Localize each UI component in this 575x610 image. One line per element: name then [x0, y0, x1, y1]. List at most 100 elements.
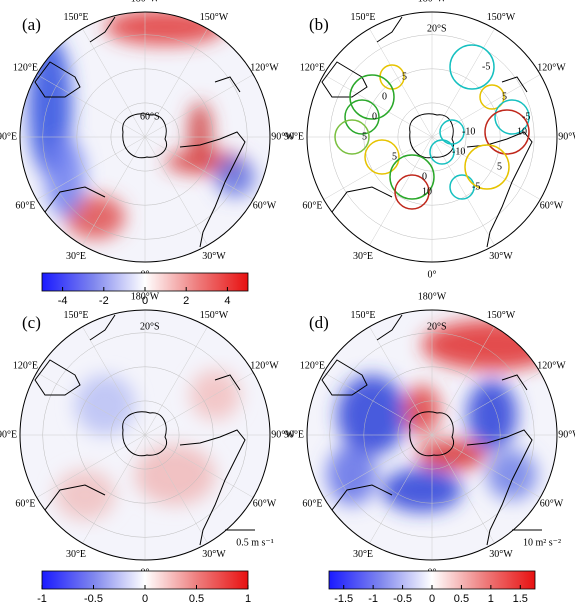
- meridian: [431, 434, 541, 498]
- longitude-label: 30°E: [66, 549, 86, 560]
- contour-line: [449, 44, 495, 90]
- map-border: [306, 11, 558, 263]
- meridian: [369, 434, 433, 544]
- meridian: [82, 28, 146, 138]
- anomaly-blob: [487, 450, 537, 500]
- longitude-label: 120°E: [300, 360, 325, 371]
- longitude-label: 90°W: [558, 131, 575, 142]
- coastline: [89, 16, 116, 43]
- longitude-label: 120°E: [300, 62, 325, 73]
- meridian: [369, 28, 433, 138]
- coastline: [122, 411, 167, 457]
- contour-label: 5: [362, 131, 367, 142]
- colorbar-tick-label: -2: [99, 295, 109, 307]
- contour-line: [429, 139, 455, 165]
- longitude-label: 0°: [428, 269, 437, 280]
- meridian: [431, 28, 495, 138]
- longitude-label: 120°E: [13, 360, 38, 371]
- map-border: [19, 11, 271, 263]
- coastline: [179, 429, 246, 546]
- colorbar-tick-label: -0.5: [393, 593, 412, 605]
- map-border: [19, 309, 271, 561]
- meridian: [144, 434, 208, 544]
- colorbar-tick-label: -1: [368, 593, 378, 605]
- map-panel: (d)180°W150°W120°W90°W60°W30°W0°30°E60°E…: [284, 291, 575, 605]
- colorbar-tick-label: 4: [224, 295, 230, 307]
- colorbar-tick-label: 1.5: [513, 593, 528, 605]
- meridian: [36, 136, 146, 200]
- meridian: [36, 74, 146, 138]
- contour-label: 5: [392, 151, 397, 162]
- meridian: [144, 434, 254, 498]
- anomaly-blob: [337, 375, 407, 455]
- coastline: [501, 374, 528, 391]
- longitude-label: 180°W: [418, 291, 447, 302]
- map-panel: (c)180°W150°W120°W90°W60°W30°W0°30°E60°E…: [0, 291, 295, 605]
- longitude-label: 30°W: [202, 251, 226, 262]
- scale-label: 0.5 m s⁻¹: [236, 537, 273, 548]
- meridian: [82, 434, 146, 544]
- meridian: [82, 136, 146, 246]
- coastline: [34, 61, 81, 98]
- longitude-label: 150°E: [63, 310, 88, 321]
- colorbar-tick-label: -1: [37, 593, 47, 605]
- anomaly-blob: [327, 445, 377, 505]
- anomaly-blob: [135, 445, 215, 505]
- panel-label: (c): [22, 313, 41, 332]
- meridian: [323, 136, 433, 200]
- longitude-label: 150°E: [63, 12, 88, 23]
- longitude-label: 90°E: [284, 429, 304, 440]
- coastline: [34, 359, 81, 396]
- anomaly-blob: [404, 385, 440, 435]
- anomaly-blob: [190, 370, 240, 420]
- latitude-label: 20°S: [140, 321, 160, 332]
- contour-line: [389, 154, 435, 200]
- contour-line: [479, 84, 505, 110]
- colorbar-tick-label: 0: [142, 295, 148, 307]
- longitude-label: 150°E: [350, 12, 375, 23]
- contour-line: [439, 119, 465, 145]
- longitude-label: 90°E: [284, 131, 304, 142]
- longitude-label: 90°W: [558, 429, 575, 440]
- longitude-label: 60°E: [15, 498, 35, 509]
- coastline: [376, 16, 403, 43]
- latitude-label: 20°S: [427, 321, 447, 332]
- meridian: [323, 434, 433, 498]
- field: [20, 310, 270, 560]
- colorbar-tick-label: 2: [183, 295, 189, 307]
- contour-label: -10: [462, 126, 475, 137]
- contour-label: 5: [402, 71, 407, 82]
- coastline: [321, 359, 368, 396]
- longitude-label: 60°W: [540, 200, 564, 211]
- meridian: [431, 326, 495, 436]
- contour-line: [449, 174, 475, 200]
- anomaly-blob: [215, 157, 255, 197]
- contour-label: -5: [482, 61, 490, 72]
- longitude-label: 60°W: [253, 200, 277, 211]
- longitude-label: 150°W: [487, 310, 516, 321]
- meridian: [144, 136, 208, 246]
- longitude-label: 180°W: [131, 291, 160, 302]
- longitude-label: 30°E: [66, 251, 86, 262]
- anomaly-blob: [382, 468, 462, 512]
- anomaly-blob: [65, 195, 125, 239]
- coastline: [214, 76, 241, 93]
- colorbar-tick-label: 0.5: [454, 593, 469, 605]
- meridian: [431, 434, 495, 544]
- longitude-label: 90°W: [271, 429, 295, 440]
- longitude-label: 30°E: [353, 549, 373, 560]
- panel-label: (b): [309, 15, 329, 34]
- longitude-label: 150°W: [200, 12, 229, 23]
- meridian: [144, 28, 208, 138]
- anomaly-blob: [417, 440, 487, 470]
- contour-line: [344, 99, 380, 135]
- contour-line: [364, 139, 400, 175]
- meridian: [36, 372, 146, 436]
- colorbar-tick-label: 0: [142, 593, 148, 605]
- colorbar-tick-label: -1.5: [334, 593, 353, 605]
- longitude-label: 60°W: [540, 498, 564, 509]
- longitude-label: 120°W: [250, 62, 279, 73]
- meridian: [82, 326, 146, 436]
- meridian: [36, 434, 146, 498]
